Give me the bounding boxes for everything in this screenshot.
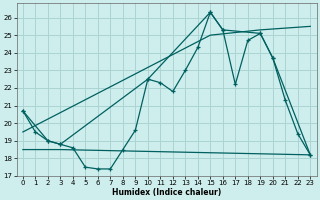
X-axis label: Humidex (Indice chaleur): Humidex (Indice chaleur) [112,188,221,197]
